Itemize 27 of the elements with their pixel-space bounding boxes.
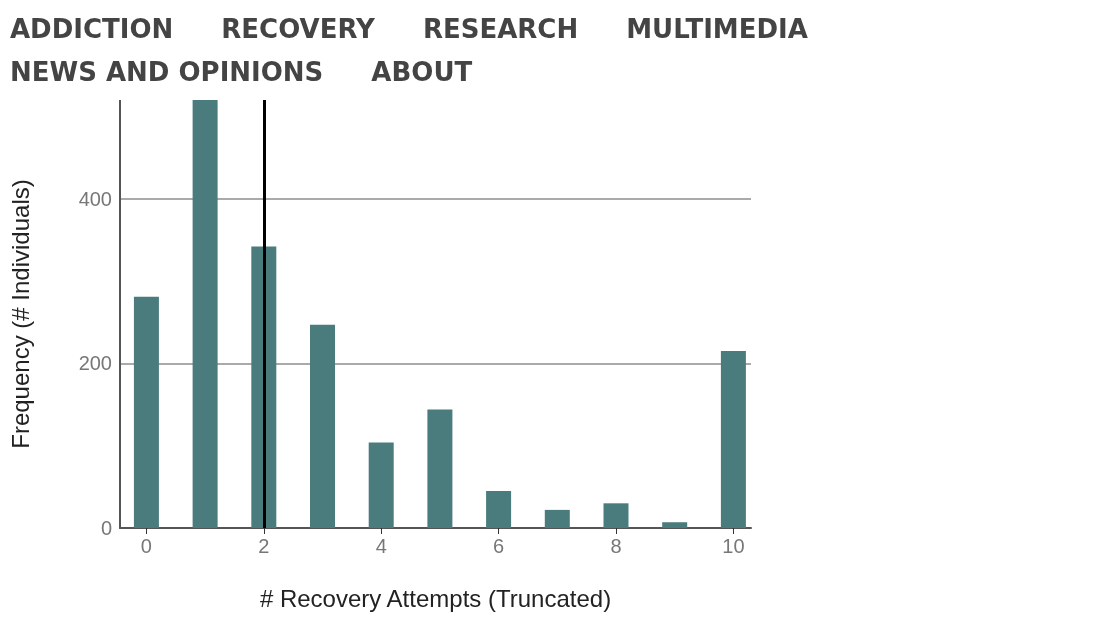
bar xyxy=(368,442,394,528)
y-axis-title: Frequency (# Individuals) xyxy=(6,179,34,449)
x-tick-label: 10 xyxy=(722,535,745,557)
x-tick-label: 8 xyxy=(610,535,622,557)
text: RESEARCH xyxy=(422,13,579,44)
text: ABOUT xyxy=(371,56,473,87)
text: RECOVERY xyxy=(221,13,375,44)
x-tick-label: 2 xyxy=(258,535,270,557)
bar xyxy=(486,490,512,528)
bar xyxy=(544,509,570,528)
bar xyxy=(662,522,688,528)
text: MULTIMEDIA xyxy=(626,13,808,44)
bar xyxy=(720,351,746,528)
x-axis-title: # Recovery Attempts (Truncated) xyxy=(259,584,612,612)
bar xyxy=(310,324,336,528)
x-tick-label: 4 xyxy=(375,535,387,557)
bar xyxy=(603,503,629,528)
text: NEWS AND OPINIONS xyxy=(10,56,324,87)
y-tick-label: 400 xyxy=(78,187,112,210)
x-tick-label: 0 xyxy=(140,535,152,557)
y-tick-label: 0 xyxy=(100,517,112,539)
y-tick-label: 200 xyxy=(78,352,112,375)
bar xyxy=(133,296,159,528)
text: ADDICTION xyxy=(10,13,174,44)
bar xyxy=(192,100,218,528)
x-tick-label: 6 xyxy=(493,535,505,557)
bar xyxy=(427,409,453,528)
